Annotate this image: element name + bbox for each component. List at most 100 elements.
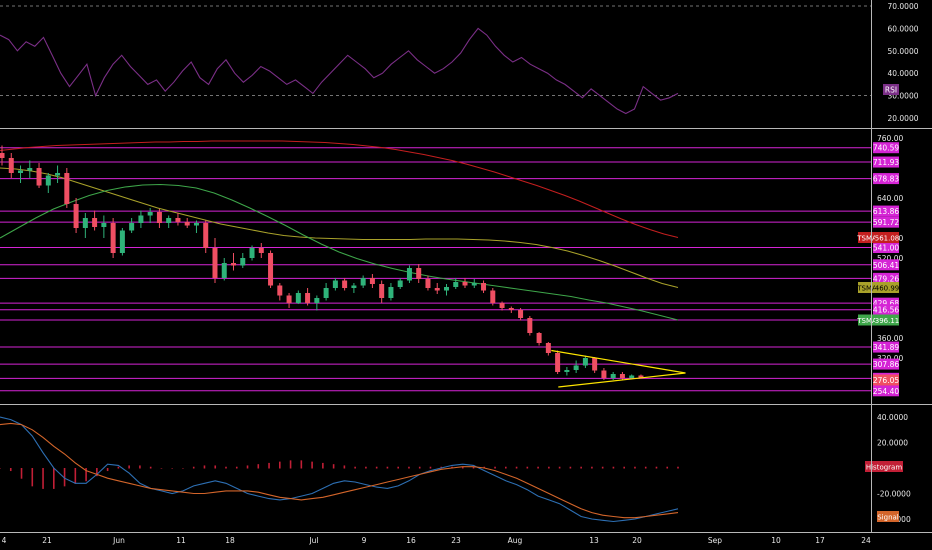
rsi-tick-label: 30.0000 [887, 92, 918, 101]
candle[interactable] [332, 278, 338, 291]
candle[interactable] [462, 278, 468, 288]
candle[interactable] [212, 238, 218, 283]
candle[interactable] [481, 280, 487, 294]
candle[interactable] [545, 342, 551, 356]
candle[interactable] [369, 274, 375, 288]
candle[interactable] [601, 368, 607, 380]
rsi-panel: 70.0000 60.0000 50.0000 40.0000 30.0000 20.00… [0, 2, 919, 123]
candle[interactable] [527, 316, 533, 336]
time-axis-label: 16 [406, 536, 416, 545]
time-axis-label: Jul [308, 536, 318, 545]
candle[interactable] [175, 213, 181, 226]
candle[interactable] [629, 374, 635, 380]
candle[interactable] [453, 278, 459, 289]
candle[interactable] [231, 253, 237, 271]
candle[interactable] [314, 295, 320, 311]
candle[interactable] [110, 218, 116, 258]
candle[interactable] [156, 209, 162, 228]
candle[interactable] [92, 210, 98, 231]
candle[interactable] [323, 283, 329, 301]
candle[interactable] [258, 243, 264, 258]
candle-body [573, 365, 579, 370]
candle[interactable] [268, 250, 274, 289]
candle[interactable] [592, 357, 598, 373]
candle[interactable] [555, 350, 561, 375]
macd-panel: 40.000020.00000.0000-20.0000-40.0000Hist… [0, 413, 911, 524]
level-price-tag [873, 173, 899, 185]
candle[interactable] [129, 218, 135, 233]
candle[interactable] [45, 173, 51, 193]
candle[interactable] [573, 360, 579, 374]
candle[interactable] [0, 145, 5, 166]
candle[interactable] [138, 210, 144, 229]
candle[interactable] [434, 283, 440, 294]
candle[interactable] [305, 288, 311, 306]
candle[interactable] [471, 279, 477, 288]
candle[interactable] [342, 278, 348, 291]
candle[interactable] [619, 372, 625, 381]
candle-body [0, 153, 5, 158]
triangle-lower-trendline[interactable] [558, 372, 686, 388]
candle[interactable] [240, 253, 246, 268]
candle[interactable] [36, 163, 42, 188]
candle[interactable] [360, 275, 366, 289]
candle[interactable] [277, 283, 283, 301]
candle-body [268, 253, 274, 286]
candle-body [314, 298, 320, 303]
candle[interactable] [64, 168, 70, 208]
candle[interactable] [536, 332, 542, 346]
candle[interactable] [508, 306, 514, 314]
candle[interactable] [166, 215, 172, 229]
candle[interactable] [295, 290, 301, 305]
candle-body [453, 282, 459, 287]
candle[interactable] [27, 160, 33, 179]
candle[interactable] [55, 165, 61, 184]
candle-body [379, 284, 385, 298]
level-price-label: 429.68 [873, 299, 899, 308]
candle[interactable] [193, 220, 199, 234]
candle[interactable] [499, 301, 505, 311]
candle[interactable] [388, 283, 394, 301]
candle[interactable] [582, 355, 588, 369]
candle[interactable] [443, 284, 449, 296]
price-tick-label: 320.00 [877, 354, 903, 363]
candle-body [490, 290, 496, 303]
level-price-label: 678.83 [873, 175, 899, 184]
candle-body [638, 375, 644, 378]
candle-body [592, 358, 598, 371]
candle[interactable] [351, 283, 357, 293]
level-price-label: 613.86 [873, 207, 899, 216]
time-axis-label: 9 [362, 536, 367, 545]
candle[interactable] [416, 264, 422, 283]
candle[interactable] [286, 293, 292, 308]
candle[interactable] [147, 208, 153, 223]
candle[interactable] [249, 245, 255, 261]
candle[interactable] [425, 275, 431, 291]
triangle-upper-trendline[interactable] [551, 349, 686, 374]
candle-body [342, 280, 348, 288]
candle-body [82, 218, 88, 228]
candle[interactable] [73, 198, 79, 233]
candle[interactable] [406, 265, 412, 284]
candle[interactable] [397, 278, 403, 289]
candle[interactable] [82, 213, 88, 238]
candle[interactable] [379, 280, 385, 304]
candle[interactable] [610, 372, 616, 380]
candle[interactable] [119, 228, 125, 256]
candle[interactable] [203, 220, 209, 254]
candle[interactable] [184, 218, 190, 228]
rsi-tick-label: 50.0000 [887, 47, 918, 56]
candle[interactable] [18, 165, 24, 184]
candle[interactable] [490, 288, 496, 306]
candle[interactable] [8, 153, 14, 178]
level-price-tag [873, 272, 899, 284]
candle-body [240, 258, 246, 266]
last-price-tag [873, 374, 899, 386]
candle[interactable] [564, 367, 570, 376]
candle[interactable] [101, 215, 107, 239]
candle[interactable] [221, 258, 227, 281]
candle[interactable] [518, 308, 524, 321]
macd-tick-label: 40.0000 [877, 413, 908, 422]
time-axis-label: Sep [708, 536, 722, 545]
